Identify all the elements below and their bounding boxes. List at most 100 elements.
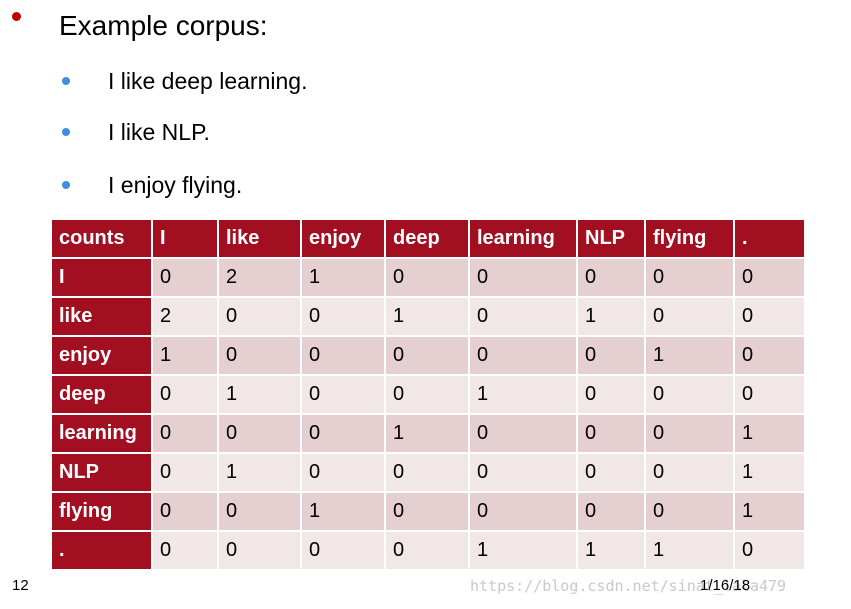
count-cell: 0	[384, 452, 470, 493]
count-cell: 0	[300, 452, 386, 493]
count-cell: 0	[300, 374, 386, 415]
table-row: deep 0 1 0 0 1 0 0 0	[50, 374, 806, 415]
header-cell: deep	[384, 218, 470, 259]
header-row: counts I like enjoy deep learning NLP fl…	[50, 218, 806, 259]
count-cell: 1	[217, 452, 302, 493]
count-cell: 0	[151, 452, 219, 493]
count-cell: 0	[300, 530, 386, 571]
slide-date: 1/16/18	[700, 577, 751, 594]
count-cell: 0	[733, 530, 806, 571]
count-cell: 0	[644, 296, 735, 337]
count-cell: 1	[151, 335, 219, 376]
count-cell: 0	[300, 296, 386, 337]
count-cell: 0	[468, 413, 578, 454]
table-row: NLP 0 1 0 0 0 0 0 1	[50, 452, 806, 493]
row-label: deep	[50, 374, 153, 415]
count-cell: 0	[576, 491, 646, 532]
cooccurrence-table: counts I like enjoy deep learning NLP fl…	[50, 218, 806, 571]
count-cell: 1	[733, 413, 806, 454]
slide-heading: Example corpus:	[59, 10, 268, 41]
header-cell: I	[151, 218, 219, 259]
count-cell: 0	[576, 335, 646, 376]
count-cell: 0	[384, 374, 470, 415]
count-cell: 0	[733, 374, 806, 415]
sentence-text: I like NLP.	[108, 119, 210, 145]
row-label: flying	[50, 491, 153, 532]
count-cell: 0	[733, 257, 806, 298]
table-row: learning 0 0 0 1 0 0 0 1	[50, 413, 806, 454]
bullet-dot-icon	[62, 77, 70, 85]
count-cell: 0	[217, 413, 302, 454]
header-cell: .	[733, 218, 806, 259]
header-cell: counts	[50, 218, 153, 259]
count-cell: 0	[644, 413, 735, 454]
bullet-dot-icon	[12, 12, 21, 21]
row-label: NLP	[50, 452, 153, 493]
count-cell: 1	[384, 296, 470, 337]
sentence-item: I enjoy flying.	[62, 170, 242, 200]
sentence-text: I enjoy flying.	[108, 172, 243, 198]
count-cell: 1	[468, 374, 578, 415]
count-cell: 1	[300, 257, 386, 298]
count-cell: 0	[468, 296, 578, 337]
row-label: learning	[50, 413, 153, 454]
table-row: . 0 0 0 0 1 1 1 0	[50, 530, 806, 571]
count-cell: 0	[468, 257, 578, 298]
count-cell: 0	[384, 335, 470, 376]
header-cell: NLP	[576, 218, 646, 259]
count-cell: 0	[644, 491, 735, 532]
row-label: .	[50, 530, 153, 571]
page-number: 12	[12, 577, 29, 594]
count-cell: 0	[468, 491, 578, 532]
count-cell: 0	[151, 257, 219, 298]
row-label: I	[50, 257, 153, 298]
count-cell: 2	[151, 296, 219, 337]
table-row: I 0 2 1 0 0 0 0 0	[50, 257, 806, 298]
count-cell: 1	[644, 335, 735, 376]
count-cell: 1	[576, 530, 646, 571]
count-cell: 1	[217, 374, 302, 415]
sentence-text: I like deep learning.	[108, 68, 308, 94]
count-cell: 0	[576, 452, 646, 493]
count-cell: 0	[733, 296, 806, 337]
count-cell: 0	[468, 335, 578, 376]
watermark-text: https://blog.csdn.net/sinat_lala479	[470, 577, 787, 595]
count-cell: 0	[576, 413, 646, 454]
row-label: like	[50, 296, 153, 337]
sentence-item: I like NLP.	[62, 117, 210, 147]
count-cell: 0	[300, 335, 386, 376]
count-cell: 0	[468, 452, 578, 493]
count-cell: 1	[300, 491, 386, 532]
count-cell: 0	[576, 374, 646, 415]
count-cell: 1	[576, 296, 646, 337]
count-cell: 1	[468, 530, 578, 571]
count-cell: 0	[217, 530, 302, 571]
count-cell: 0	[644, 257, 735, 298]
count-cell: 0	[151, 374, 219, 415]
count-cell: 0	[217, 296, 302, 337]
row-label: enjoy	[50, 335, 153, 376]
table-row: flying 0 0 1 0 0 0 0 1	[50, 491, 806, 532]
bullet-dot-icon	[62, 128, 70, 136]
header-cell: flying	[644, 218, 735, 259]
count-cell: 0	[384, 257, 470, 298]
count-cell: 0	[217, 335, 302, 376]
count-cell: 1	[733, 491, 806, 532]
count-cell: 0	[384, 530, 470, 571]
count-cell: 0	[576, 257, 646, 298]
count-cell: 0	[217, 491, 302, 532]
count-cell: 0	[733, 335, 806, 376]
header-cell: like	[217, 218, 302, 259]
count-cell: 1	[644, 530, 735, 571]
sentence-item: I like deep learning.	[62, 66, 307, 96]
count-cell: 0	[644, 452, 735, 493]
table-row: like 2 0 0 1 0 1 0 0	[50, 296, 806, 337]
count-cell: 0	[151, 530, 219, 571]
count-cell: 0	[384, 491, 470, 532]
count-cell: 0	[644, 374, 735, 415]
count-cell: 1	[733, 452, 806, 493]
count-cell: 2	[217, 257, 302, 298]
header-cell: enjoy	[300, 218, 386, 259]
count-cell: 1	[384, 413, 470, 454]
header-cell: learning	[468, 218, 578, 259]
